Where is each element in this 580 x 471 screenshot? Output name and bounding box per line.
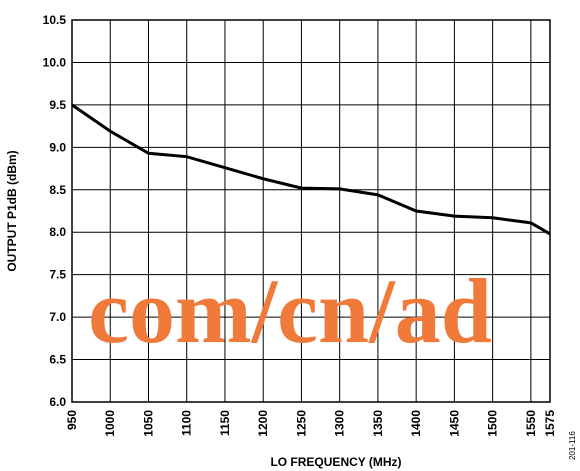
x-tick-label: 1500 xyxy=(486,410,500,437)
plot-frame xyxy=(71,19,551,403)
y-tick-label: 10.0 xyxy=(43,55,67,69)
x-tick-label: 1100 xyxy=(180,410,194,436)
x-tick-label: 1200 xyxy=(256,410,270,437)
y-tick-label: 8.5 xyxy=(49,183,66,197)
x-tick-label: 1450 xyxy=(447,410,461,437)
watermark: com/cn/ad xyxy=(88,260,492,362)
x-tick-label: 1575 xyxy=(543,410,557,437)
y-tick-label: 7.5 xyxy=(49,268,66,282)
data-line xyxy=(71,103,551,236)
y-tick-label: 7.0 xyxy=(49,310,66,324)
x-tick-label: 950 xyxy=(65,410,79,430)
y-tick-label: 9.5 xyxy=(49,98,66,112)
x-tick-label: 1000 xyxy=(103,410,117,437)
y-tick-label: 10.5 xyxy=(43,13,67,27)
y-tick-label: 8.0 xyxy=(49,225,66,239)
x-axis-label: LO FREQUENCY (MHz) xyxy=(270,455,401,469)
x-tick-label: 1050 xyxy=(141,410,155,437)
y-tick-label: 6.5 xyxy=(49,353,66,367)
y-tick-label: 6.0 xyxy=(49,395,66,409)
x-tick-label: 1350 xyxy=(371,410,385,437)
x-tick-label: 1150 xyxy=(218,410,232,436)
x-tick-label: 1250 xyxy=(294,410,308,437)
y-tick-label: 9.0 xyxy=(49,140,66,154)
x-tick-label: 1400 xyxy=(409,410,423,437)
y-axis-label: OUTPUT P1dB (dBm) xyxy=(5,150,19,271)
x-tick-label: 1300 xyxy=(333,410,347,437)
figure-id: 201-116 xyxy=(568,431,577,460)
x-tick-label: 1550 xyxy=(524,410,538,437)
